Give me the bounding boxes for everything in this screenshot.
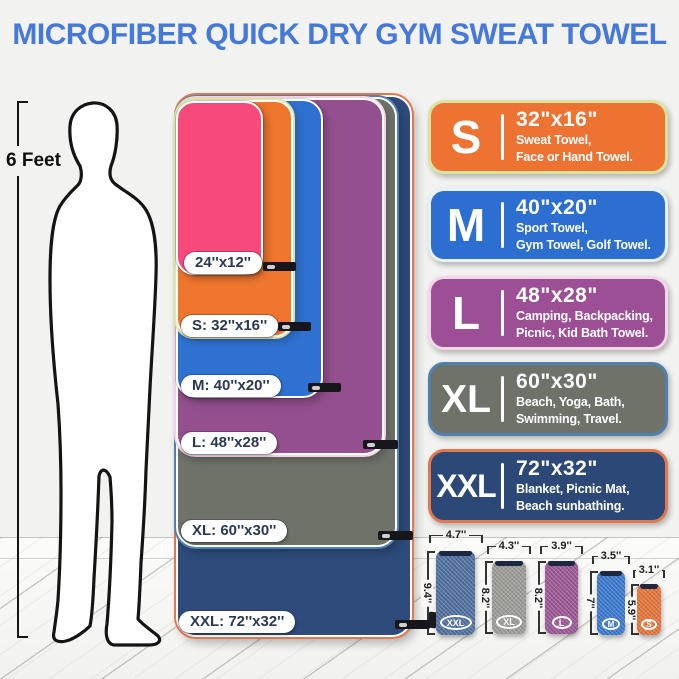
size-card-l: L 48"x28" Camping, Backpacking, Picnic, … <box>428 276 668 350</box>
hang-tag-m <box>308 383 341 392</box>
card-letter-xl: XL <box>441 377 491 421</box>
roll-badge-xxl: XXL <box>439 615 472 630</box>
size-label-l: L: 48''x28'' <box>181 432 278 454</box>
height-measure-label: 6 Feet <box>5 146 64 176</box>
roll-badge-m: M <box>602 618 620 630</box>
roll-badge-xl: XL <box>496 615 522 629</box>
card-divider <box>501 376 504 422</box>
page-title: MICROFIBER QUICK DRY GYM SWEAT TOWEL <box>12 18 667 51</box>
card-divider <box>501 463 504 509</box>
width-measure-xxl: 4.7'' <box>429 529 483 543</box>
height-label-xl: 8.2'' <box>479 584 491 611</box>
height-label-xxl: 9.4'' <box>421 579 433 607</box>
height-label-l: 8.2'' <box>532 584 544 611</box>
card-size-m: 40"x20" <box>516 196 598 220</box>
rolled-towel-xxl: XXL <box>436 551 475 635</box>
card-letter-s: S <box>450 111 482 163</box>
height-measure-line <box>17 101 31 638</box>
size-label-xxl: XXL: 72''x32'' <box>179 611 296 633</box>
hang-tag-xxl <box>395 620 430 629</box>
card-size-s: 32"x16" <box>516 108 598 132</box>
hang-tag-s <box>278 322 311 331</box>
card-desc-l-2: Picnic, Kid Bath Towel. <box>516 326 648 340</box>
size-card-s: S 32"x16" Sweat Towel, Face or Hand Towe… <box>428 100 668 174</box>
rolled-towel-s: S <box>637 584 661 635</box>
height-measure-xl: 8.2'' <box>478 561 493 634</box>
height-label-m: 7'' <box>584 594 596 612</box>
card-desc-xxl-1: Blanket, Picnic Mat, <box>516 482 630 497</box>
width-label-l: 3.9'' <box>551 540 572 552</box>
roll-badge-s: S <box>641 619 657 630</box>
card-size-xl: 60"x30" <box>516 370 598 394</box>
card-desc-xl-1: Beach, Yoga, Bath, <box>516 395 625 410</box>
size-card-xl: XL 60"x30" Beach, Yoga, Bath, Swimming, … <box>428 362 668 436</box>
width-measure-m: 3.5'' <box>592 550 630 564</box>
card-desc-s-2: Face or Hand Towel. <box>516 150 633 164</box>
height-measure-s: 5.9'' <box>624 584 639 635</box>
size-label-s: S: 32''x16'' <box>181 315 279 337</box>
rolled-towel-xl: XL <box>492 561 526 634</box>
card-desc-xl-2: Swimming, Travel. <box>516 412 622 426</box>
card-desc-s-1: Sweat Towel, <box>516 133 592 148</box>
rolled-towel-m: M <box>597 571 625 635</box>
card-desc-l-1: Camping, Backpacking, <box>516 309 653 324</box>
card-letter-m: M <box>446 199 486 251</box>
roll-badge-l: L <box>551 616 572 629</box>
card-desc-xxl-2: Beach sunbathing. <box>516 499 625 513</box>
card-desc-m-2: Gym Towel, Golf Towel. <box>516 238 651 252</box>
width-measure-l: 3.9'' <box>540 540 584 554</box>
towel-mini <box>176 101 263 275</box>
height-measure-m: 7'' <box>583 571 598 635</box>
width-label-s: 3.1'' <box>638 564 660 576</box>
card-size-xxl: 72"x32" <box>516 457 598 481</box>
hang-tag-xl <box>378 531 413 540</box>
card-divider <box>501 114 504 160</box>
size-label-mini: 24''x12'' <box>184 252 262 274</box>
width-label-m: 3.5'' <box>600 550 622 562</box>
card-letter-l: L <box>451 287 481 339</box>
hang-tag-mini <box>263 262 296 271</box>
card-divider <box>501 290 504 336</box>
rolled-towel-l: L <box>545 561 578 634</box>
card-size-l: 48"x28" <box>516 284 598 308</box>
width-label-xxl: 4.7'' <box>445 529 467 541</box>
height-label-s: 5.9'' <box>625 596 637 623</box>
card-letter-xxl: XXL <box>436 468 496 504</box>
size-card-m: M 40"x20" Sport Towel, Gym Towel, Golf T… <box>428 188 668 262</box>
width-measure-xl: 4.3'' <box>487 540 531 554</box>
card-divider <box>501 202 504 248</box>
card-desc-m-1: Sport Towel, <box>516 221 588 236</box>
width-measure-s: 3.1'' <box>633 564 665 578</box>
height-measure-l: 8.2'' <box>531 561 546 634</box>
size-card-xxl: XXL 72"x32" Blanket, Picnic Mat, Beach s… <box>428 449 668 523</box>
size-label-m: M: 40''x20'' <box>181 375 281 397</box>
size-label-xl: XL: 60''x30'' <box>181 520 288 542</box>
height-measure-xxl: 9.4'' <box>420 551 435 635</box>
hang-tag-l <box>363 440 398 449</box>
width-label-xl: 4.3'' <box>498 540 520 552</box>
